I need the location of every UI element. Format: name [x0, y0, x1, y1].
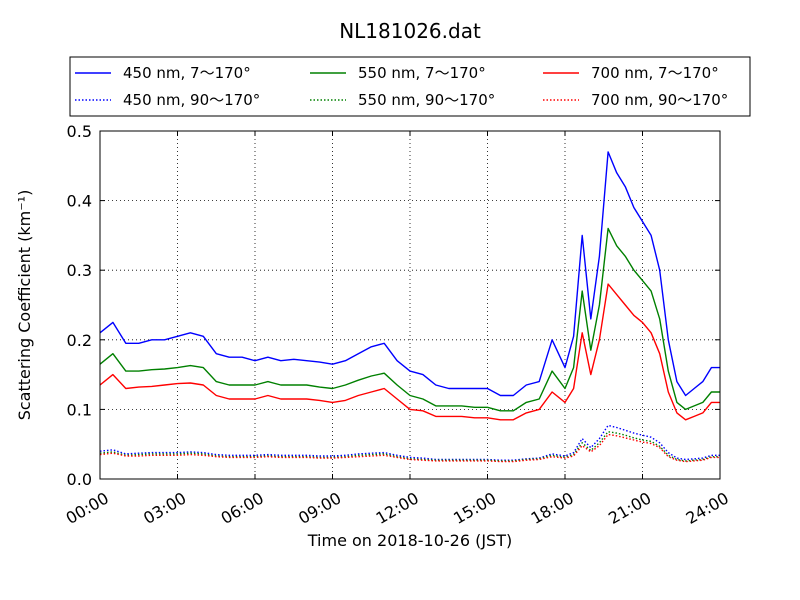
x-tick-label: 00:00: [63, 488, 112, 528]
legend-label-4: 550 nm, 90～170°: [358, 91, 495, 109]
legend-label-2: 700 nm, 7～170°: [591, 64, 719, 82]
grid-lines: [100, 131, 720, 479]
series-line-2: [99, 283, 720, 421]
series-line-0: [99, 151, 720, 397]
y-tick-label: 0.4: [67, 192, 92, 211]
x-tick-label: 15:00: [450, 488, 499, 528]
y-tick-label: 0.1: [67, 400, 92, 419]
y-tick-label: 0.5: [67, 122, 92, 141]
axis-ticks: 00:00 03:00 06:00 09:00 12:00 15:00 18:00 21:00…: [63, 122, 732, 528]
series-line-3: [99, 424, 720, 461]
series-line-1: [99, 227, 720, 412]
x-tick-label: 21:00: [605, 488, 654, 528]
y-axis-label: Scattering Coefficient (km⁻¹): [15, 190, 34, 421]
y-tick-label: 0.3: [67, 261, 92, 280]
x-axis-label: Time on 2018-10-26 (JST): [307, 531, 512, 550]
y-tick-label: 0.0: [67, 470, 92, 489]
legend-label-5: 700 nm, 90～170°: [591, 91, 728, 109]
series-line-4: [99, 431, 720, 462]
x-tick-label: 03:00: [140, 488, 189, 528]
x-tick-label: 12:00: [373, 488, 422, 528]
legend-label-0: 450 nm, 7～170°: [123, 64, 251, 82]
y-tick-label: 0.2: [67, 331, 92, 350]
x-tick-label: 18:00: [528, 488, 577, 528]
legend-label-1: 550 nm, 7～170°: [358, 64, 486, 82]
x-tick-label: 09:00: [295, 488, 344, 528]
legend-label-3: 450 nm, 90～170°: [123, 91, 260, 109]
legend: 450 nm, 7～170° 550 nm, 7～170° 700 nm, 7～17…: [69, 56, 751, 117]
legend-box: [69, 56, 751, 117]
plot-lines: [99, 151, 720, 463]
chart-title: NL181026.dat: [339, 19, 481, 43]
x-tick-label: 24:00: [683, 488, 732, 528]
x-tick-label: 06:00: [218, 488, 267, 528]
series-line-5: [99, 433, 720, 463]
